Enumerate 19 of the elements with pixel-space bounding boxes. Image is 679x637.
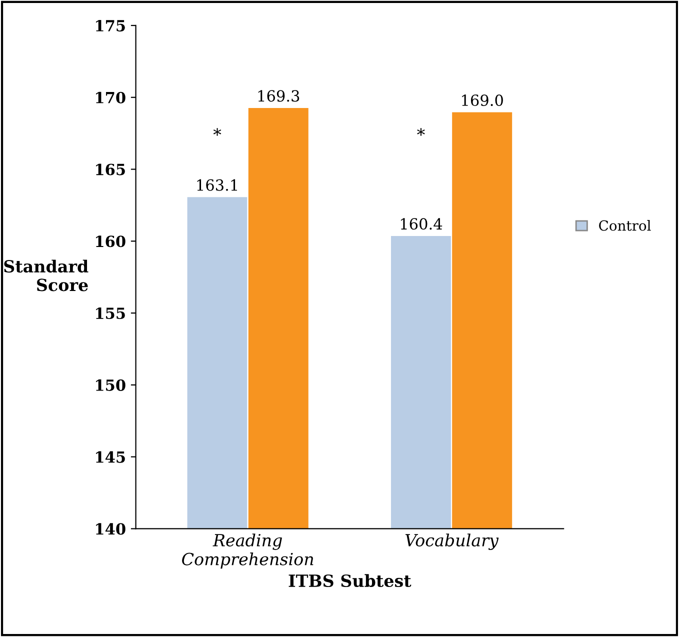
x-tick-label: Reading Comprehension [182, 534, 314, 569]
legend-label: Control [599, 220, 651, 231]
annotation: * [213, 128, 222, 136]
y-tick-label: 160 [96, 236, 126, 248]
x-axis-title: ITBS Subtest [288, 574, 412, 588]
y-tick-label: 175 [96, 20, 125, 32]
y-tick-label: 140 [96, 523, 126, 535]
y-tick-label: 170 [96, 92, 126, 104]
x-tick-label: Vocabulary [405, 534, 499, 550]
y-tick-label: 150 [96, 379, 126, 391]
y-axis-title: Standard Score [4, 260, 88, 292]
y-tick-label: 145 [96, 451, 125, 463]
data-label: 160.4 [400, 218, 442, 230]
data-label: 163.1 [197, 179, 237, 191]
data-label: 169.0 [462, 94, 503, 106]
annotation: * [417, 128, 425, 136]
data-label: 169.3 [258, 90, 300, 102]
y-tick-label: 155 [96, 308, 125, 320]
y-tick-label: 165 [96, 164, 125, 176]
